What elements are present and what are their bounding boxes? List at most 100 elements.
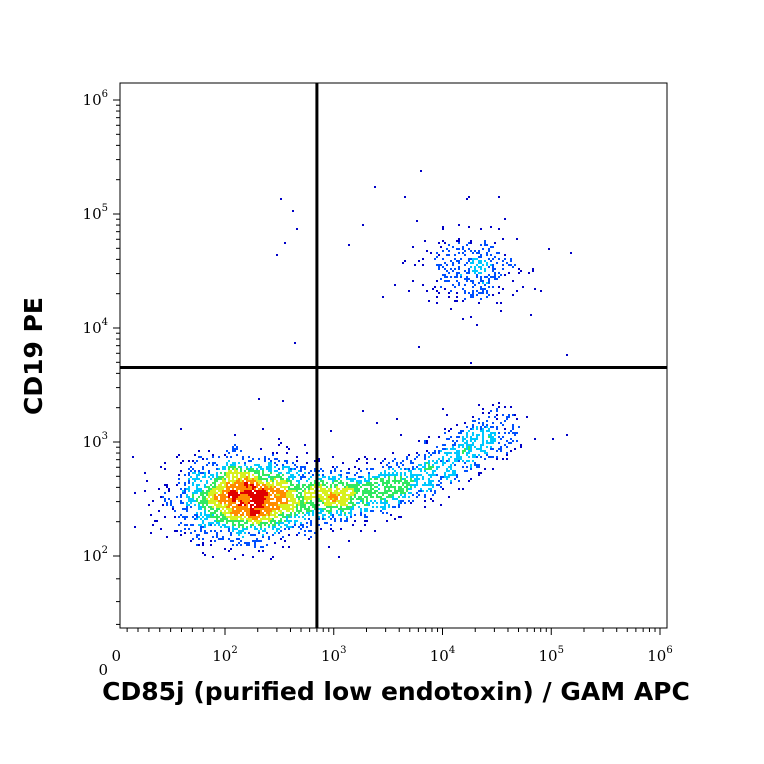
event-dot <box>354 514 356 516</box>
event-dot <box>360 510 362 512</box>
event-dot <box>482 430 484 432</box>
event-dot <box>236 494 238 496</box>
event-dot <box>338 492 340 494</box>
event-dot <box>322 488 324 490</box>
event-dot <box>262 428 264 430</box>
event-dot <box>184 488 186 490</box>
event-dot <box>446 448 448 450</box>
event-dot <box>276 480 278 482</box>
event-dot <box>180 514 182 516</box>
event-dot <box>528 272 530 274</box>
event-dot <box>306 480 308 482</box>
event-dot <box>356 490 358 492</box>
event-dot <box>278 468 280 470</box>
event-dot <box>476 294 478 296</box>
event-dot <box>220 514 222 516</box>
event-dot <box>422 484 424 486</box>
event-dot <box>242 472 244 474</box>
event-dot <box>346 508 348 510</box>
event-dot <box>328 512 330 514</box>
event-dot <box>270 498 272 500</box>
event-dot <box>458 444 460 446</box>
event-dot <box>288 516 290 518</box>
event-dot <box>190 476 192 478</box>
event-dot <box>426 450 428 452</box>
event-dot <box>396 480 398 482</box>
event-dot <box>216 510 218 512</box>
event-dot <box>322 474 324 476</box>
event-dot <box>210 502 212 504</box>
y-tick-label: 0 <box>98 661 108 679</box>
event-dot <box>242 536 244 538</box>
event-dot <box>228 504 230 506</box>
event-dot <box>428 482 430 484</box>
event-dot <box>356 492 358 494</box>
event-dot <box>498 448 500 450</box>
event-dot <box>382 492 384 494</box>
event-dot <box>472 280 474 282</box>
event-dot <box>476 456 478 458</box>
event-dot <box>278 492 280 494</box>
event-dot <box>342 496 344 498</box>
event-dot <box>512 424 514 426</box>
event-dot <box>362 476 364 478</box>
event-dot <box>570 252 572 254</box>
event-dot <box>472 296 474 298</box>
event-dot <box>280 480 282 482</box>
event-dot <box>470 240 472 242</box>
event-dot <box>244 532 246 534</box>
event-dot <box>236 478 238 480</box>
event-dot <box>334 520 336 522</box>
event-dot <box>364 496 366 498</box>
event-dot <box>266 484 268 486</box>
event-dot <box>394 480 396 482</box>
event-dot <box>480 260 482 262</box>
event-dot <box>464 450 466 452</box>
event-dot <box>500 302 502 304</box>
event-dot <box>194 514 196 516</box>
event-dot <box>284 520 286 522</box>
event-dot <box>326 492 328 494</box>
event-dot <box>380 510 382 512</box>
event-dot <box>272 486 274 488</box>
event-dot <box>492 268 494 270</box>
event-dot <box>422 478 424 480</box>
event-dot <box>458 436 460 438</box>
event-dot <box>234 498 236 500</box>
event-dot <box>232 464 234 466</box>
event-dot <box>464 284 466 286</box>
event-dot <box>490 440 492 442</box>
event-dot <box>358 498 360 500</box>
event-dot <box>300 506 302 508</box>
event-dot <box>278 508 280 510</box>
event-dot <box>404 492 406 494</box>
event-dot <box>262 468 264 470</box>
event-dot <box>246 514 248 516</box>
event-dot <box>264 502 266 504</box>
event-dot <box>500 438 502 440</box>
event-dot <box>476 438 478 440</box>
event-dot <box>328 504 330 506</box>
event-dot <box>300 476 302 478</box>
event-dot <box>198 534 200 536</box>
event-dot <box>432 452 434 454</box>
event-dot <box>224 472 226 474</box>
event-dot <box>240 530 242 532</box>
event-dot <box>288 508 290 510</box>
event-dot <box>216 522 218 524</box>
event-dot <box>326 482 328 484</box>
event-dot <box>454 268 456 270</box>
event-dot <box>228 492 230 494</box>
event-dot <box>288 448 290 450</box>
event-dot <box>246 528 248 530</box>
event-dot <box>294 486 296 488</box>
event-dot <box>384 502 386 504</box>
event-dot <box>486 446 488 448</box>
event-dot <box>168 488 170 490</box>
event-dot <box>482 264 484 266</box>
event-dot <box>258 506 260 508</box>
event-dot <box>514 414 516 416</box>
event-dot <box>498 228 500 230</box>
event-dot <box>432 464 434 466</box>
event-dot <box>436 468 438 470</box>
